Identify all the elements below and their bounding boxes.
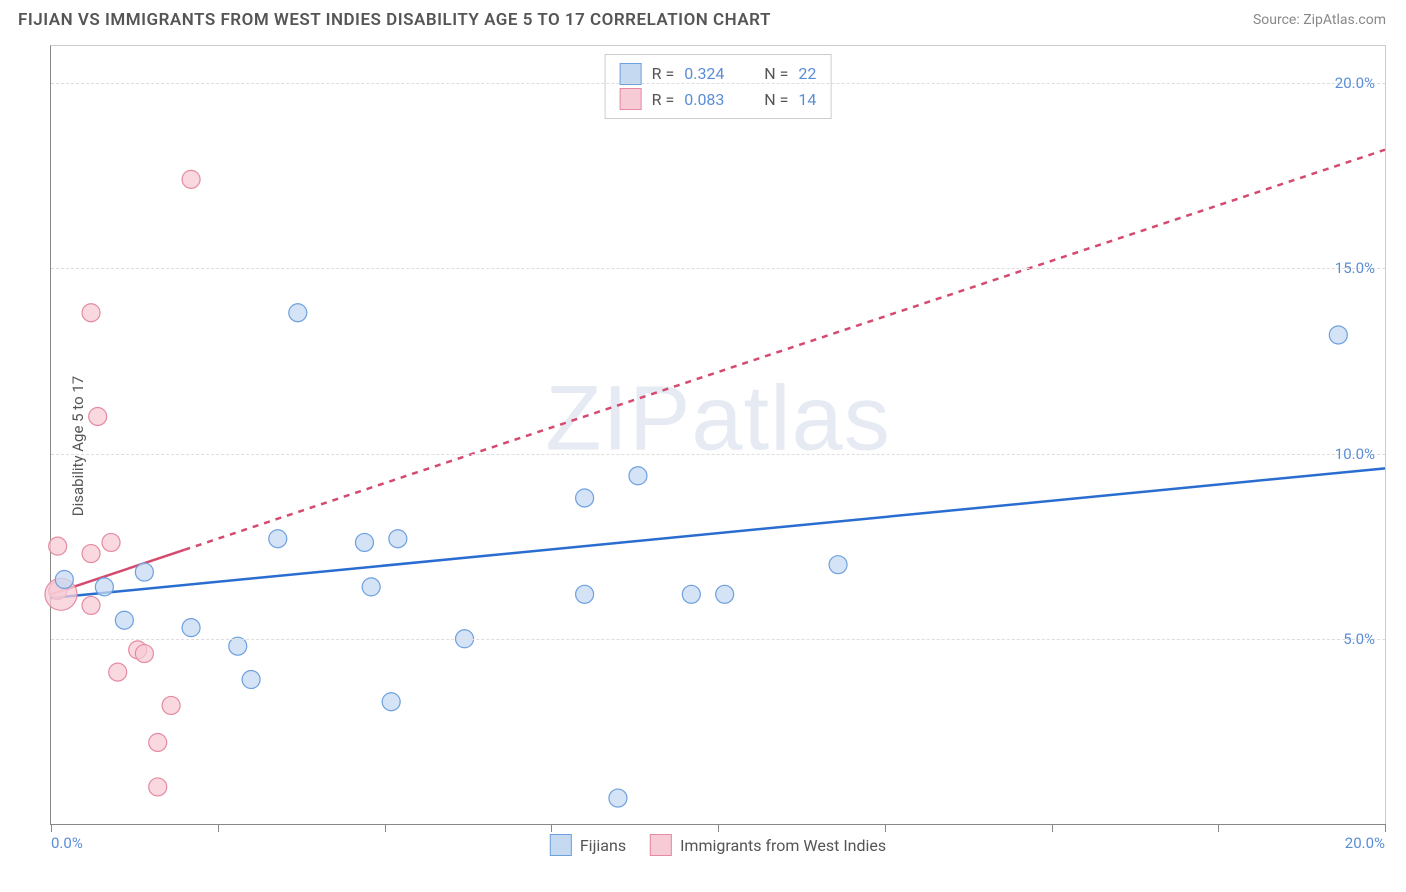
legend-correlation: R =0.324N =22R =0.083N =14 [605, 54, 832, 119]
data-point [95, 578, 113, 596]
data-point [115, 611, 133, 629]
data-point [182, 619, 200, 637]
legend-stat-row: R = 0.083 N = 14 [620, 87, 817, 113]
x-tick [218, 824, 219, 832]
data-point [182, 170, 200, 188]
x-tick [51, 824, 52, 832]
data-point [162, 696, 180, 714]
data-point [229, 637, 247, 655]
data-point [1329, 326, 1347, 344]
r-value: 0.083 [684, 87, 744, 113]
data-point [149, 733, 167, 751]
legend-swatch [550, 834, 572, 856]
n-value: 14 [798, 87, 816, 113]
x-tick [551, 824, 552, 832]
x-tick [885, 824, 886, 832]
data-point [82, 304, 100, 322]
x-tick-label: 0.0% [51, 834, 83, 852]
data-point [829, 556, 847, 574]
source-label: Source: ZipAtlas.com [1253, 12, 1386, 28]
data-point [102, 533, 120, 551]
data-point [109, 663, 127, 681]
data-point [55, 570, 73, 588]
data-point [576, 489, 594, 507]
x-tick [1052, 824, 1053, 832]
data-point [89, 407, 107, 425]
data-point [576, 585, 594, 603]
n-label: N = [764, 87, 788, 113]
data-point [682, 585, 700, 603]
data-point [289, 304, 307, 322]
scatter-svg [51, 46, 1385, 824]
legend-item: Fijians [550, 834, 626, 856]
legend-item: Immigrants from West Indies [650, 834, 886, 856]
chart-plot-area: ZIPatlas R =0.324N =22R =0.083N =14 Fiji… [50, 45, 1386, 825]
data-point [82, 596, 100, 614]
x-tick [1385, 824, 1386, 832]
legend-series: Fijians Immigrants from West Indies [550, 834, 886, 856]
legend-label: Fijians [580, 836, 626, 855]
legend-swatch [620, 63, 642, 85]
data-point [82, 545, 100, 563]
r-label: R = [652, 87, 675, 113]
y-tick-label: 20.0% [1335, 74, 1375, 92]
legend-label: Immigrants from West Indies [680, 836, 886, 855]
y-tick-label: 5.0% [1343, 630, 1375, 648]
data-point [389, 530, 407, 548]
x-tick [385, 824, 386, 832]
data-point [269, 530, 287, 548]
gridline [51, 454, 1385, 455]
y-tick-label: 10.0% [1335, 445, 1375, 463]
x-tick [1218, 824, 1219, 832]
data-point [135, 645, 153, 663]
data-point [242, 671, 260, 689]
y-tick-label: 15.0% [1335, 259, 1375, 277]
data-point [716, 585, 734, 603]
data-point [629, 467, 647, 485]
gridline [51, 83, 1385, 84]
data-point [362, 578, 380, 596]
legend-swatch [620, 88, 642, 110]
data-point [149, 778, 167, 796]
header: FIJIAN VS IMMIGRANTS FROM WEST INDIES DI… [0, 0, 1406, 38]
gridline [51, 268, 1385, 269]
legend-swatch [650, 834, 672, 856]
chart-title: FIJIAN VS IMMIGRANTS FROM WEST INDIES DI… [18, 10, 771, 30]
gridline [51, 639, 1385, 640]
data-point [382, 693, 400, 711]
data-point [355, 533, 373, 551]
data-point [609, 789, 627, 807]
x-tick [718, 824, 719, 832]
data-point [135, 563, 153, 581]
x-tick-label: 20.0% [1345, 834, 1385, 852]
data-point [49, 537, 67, 555]
